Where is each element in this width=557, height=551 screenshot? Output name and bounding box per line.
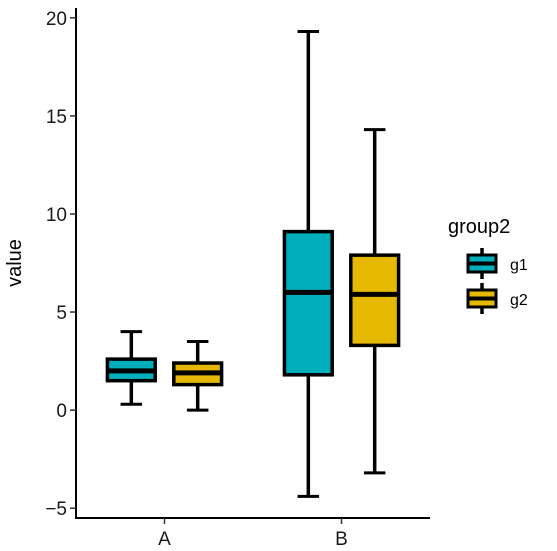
y-tick-label: −5	[45, 499, 67, 520]
y-tick-label: 10	[46, 205, 67, 226]
box-B-g2	[349, 128, 401, 475]
legend-item-g1: g1	[466, 248, 528, 279]
box-A-g2	[172, 339, 224, 412]
legend: group2 g1 g2	[448, 216, 528, 314]
y-tick-label: 15	[46, 107, 67, 128]
y-tick-label: 0	[56, 401, 67, 422]
y-tick-label: 20	[46, 9, 67, 30]
box-A-g1	[105, 330, 157, 406]
legend-title: group2	[448, 216, 510, 238]
legend-label: g1	[510, 257, 528, 274]
box-B-g1	[282, 30, 334, 498]
legend-label: g2	[510, 292, 528, 309]
y-axis-title: value	[4, 239, 26, 287]
x-tick-label: B	[335, 529, 348, 550]
boxes-layer	[105, 30, 401, 498]
y-axis-ticks: −5 0 5 10 15 20	[45, 9, 76, 520]
legend-item-g2: g2	[466, 283, 528, 314]
y-tick-label: 5	[56, 303, 67, 324]
box-iqr	[282, 229, 334, 377]
box-iqr	[349, 253, 401, 348]
x-tick-label: A	[158, 529, 171, 550]
legend-items: g1 g2	[466, 248, 528, 314]
